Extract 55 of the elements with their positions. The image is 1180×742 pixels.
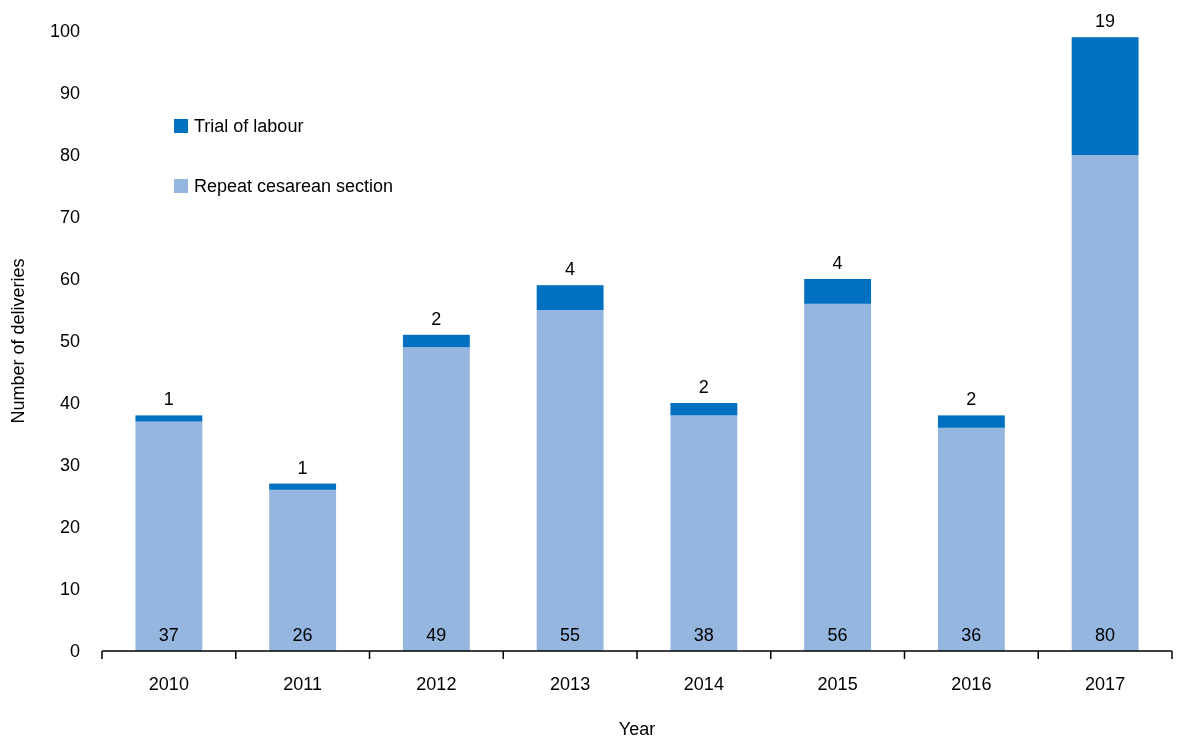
x-tick-label: 2015 (817, 674, 858, 694)
data-label: 26 (292, 625, 313, 645)
data-label: 36 (961, 625, 982, 645)
data-label: 56 (827, 625, 848, 645)
bar (670, 403, 738, 416)
data-label: 1 (297, 457, 308, 478)
y-tick-label: 20 (59, 517, 80, 538)
data-label: 2 (966, 389, 977, 410)
x-tick-label: 2014 (683, 674, 724, 694)
bar (536, 285, 604, 310)
legend-label: Trial of labour (194, 116, 304, 137)
x-tick-label: 2012 (416, 674, 457, 694)
bar (536, 310, 604, 651)
y-tick-label: 70 (59, 207, 80, 228)
legend-label: Repeat cesarean section (194, 176, 394, 197)
data-label: 2 (431, 308, 442, 329)
y-tick-label: 80 (59, 145, 80, 166)
bar (402, 347, 470, 651)
data-label: 80 (1095, 625, 1116, 645)
y-tick-label: 60 (59, 269, 80, 290)
y-axis-title: Number of deliveries (8, 258, 28, 424)
bar (269, 489, 337, 651)
bar (1071, 155, 1139, 651)
y-tick-label: 50 (59, 331, 80, 352)
bar (269, 483, 337, 490)
bar (804, 279, 872, 304)
y-tick-label: 0 (69, 641, 80, 662)
x-tick-label: 2013 (550, 674, 591, 694)
x-axis-title: Year (618, 719, 656, 739)
data-label: 19 (1095, 11, 1116, 32)
data-label: 49 (426, 625, 447, 645)
x-tick-label: 2010 (148, 674, 189, 694)
data-label: 37 (158, 625, 179, 645)
bar (135, 421, 203, 651)
data-label: 55 (560, 625, 581, 645)
y-tick-label: 100 (49, 21, 80, 42)
y-tick-label: 90 (59, 83, 80, 104)
y-tick-label: 10 (59, 579, 80, 600)
y-tick-label: 40 (59, 393, 80, 414)
bar (135, 415, 203, 422)
y-tick-label: 30 (59, 455, 80, 476)
x-tick-label: 2016 (951, 674, 992, 694)
bar (670, 415, 738, 651)
bar (1071, 37, 1139, 155)
data-label: 2 (698, 377, 709, 397)
bar (937, 427, 1005, 651)
data-label: 1 (163, 389, 174, 410)
bar (937, 415, 1005, 428)
bar (804, 303, 872, 651)
x-tick-label: 2011 (283, 674, 322, 694)
data-label: 38 (693, 625, 714, 645)
data-label: 4 (832, 253, 843, 273)
x-tick-label: 2017 (1085, 674, 1126, 694)
data-label: 4 (565, 259, 576, 280)
bar (402, 334, 470, 348)
